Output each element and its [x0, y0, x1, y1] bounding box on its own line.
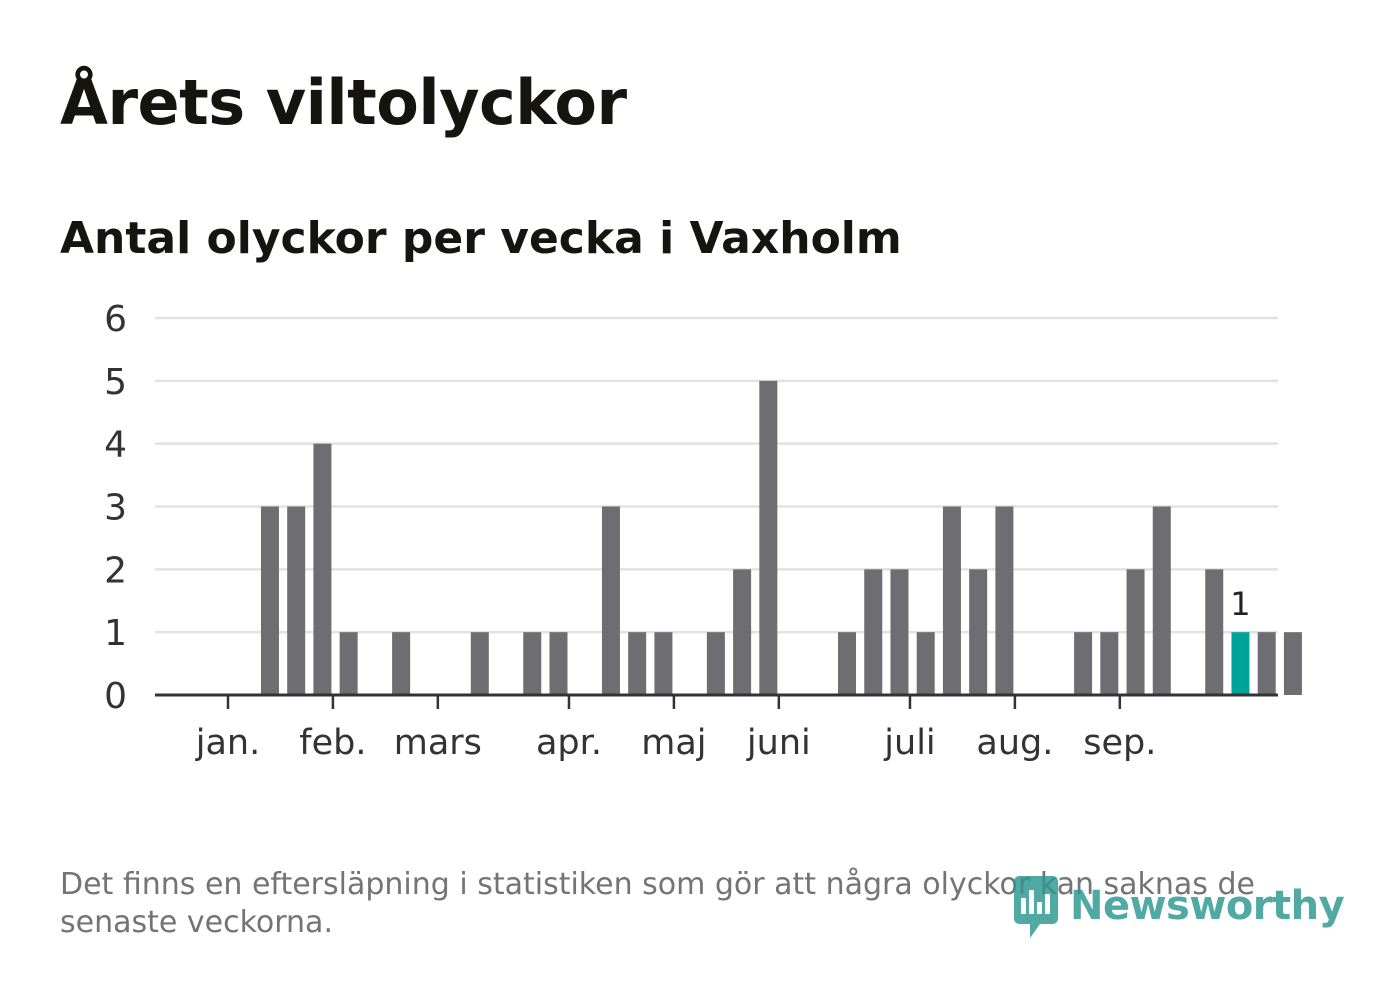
- x-tick-label: juni: [746, 723, 811, 763]
- bar: [916, 632, 935, 695]
- bar: [969, 569, 988, 695]
- bar: [628, 632, 647, 695]
- bar: [392, 632, 411, 695]
- bar: [1205, 569, 1224, 695]
- y-tick-label: 3: [104, 488, 127, 529]
- brand-logo: Newsworthy: [1010, 872, 1345, 940]
- x-tick-label: sep.: [1083, 723, 1156, 763]
- bar: [706, 632, 725, 695]
- x-tick-label: jan.: [195, 723, 260, 763]
- x-tick-label: feb.: [299, 723, 366, 763]
- bar: [601, 506, 620, 695]
- bar: [995, 506, 1014, 695]
- bar: [1100, 632, 1119, 695]
- x-tick-label: juli: [883, 723, 935, 763]
- bar: [1074, 632, 1093, 695]
- y-tick-label: 2: [104, 550, 127, 591]
- bar: [339, 632, 358, 695]
- bar: [1283, 632, 1302, 695]
- bar: [260, 506, 279, 695]
- bar: [890, 569, 909, 695]
- y-tick-label: 4: [104, 425, 127, 466]
- y-tick-label: 0: [104, 676, 127, 717]
- y-tick-label: 5: [104, 362, 127, 403]
- bar: [523, 632, 542, 695]
- bar: [864, 569, 883, 695]
- y-tick-label: 6: [104, 299, 127, 340]
- y-tick-label: 1: [104, 613, 127, 654]
- bar: [1257, 632, 1276, 695]
- data-label: 1: [1230, 585, 1250, 623]
- chart-title: Årets viltolyckor: [60, 66, 627, 139]
- bar: [1126, 569, 1145, 695]
- x-tick-label: mars: [394, 723, 482, 763]
- bar: [838, 632, 857, 695]
- bar: [549, 632, 568, 695]
- bar: [470, 632, 489, 695]
- bar-chart: 0 1 2 3 4 5 6 1 jan. feb. mars apr. maj juni juli aug. s…: [104, 299, 1302, 763]
- x-tick-label: maj: [641, 723, 706, 763]
- x-tick-label: apr.: [536, 723, 602, 763]
- brand-name: Newsworthy: [1070, 883, 1345, 929]
- bar: [759, 380, 778, 695]
- bar: [287, 506, 306, 695]
- bar: [733, 569, 752, 695]
- bar: [1152, 506, 1171, 695]
- highlight-bar: [1231, 632, 1250, 695]
- x-tick-label: aug.: [976, 723, 1053, 763]
- chart-subtitle: Antal olyckor per vecka i Vaxholm: [60, 213, 902, 264]
- bar: [942, 506, 961, 695]
- bar: [654, 632, 673, 695]
- bar-chart-icon: [1014, 876, 1058, 938]
- bar: [313, 443, 332, 695]
